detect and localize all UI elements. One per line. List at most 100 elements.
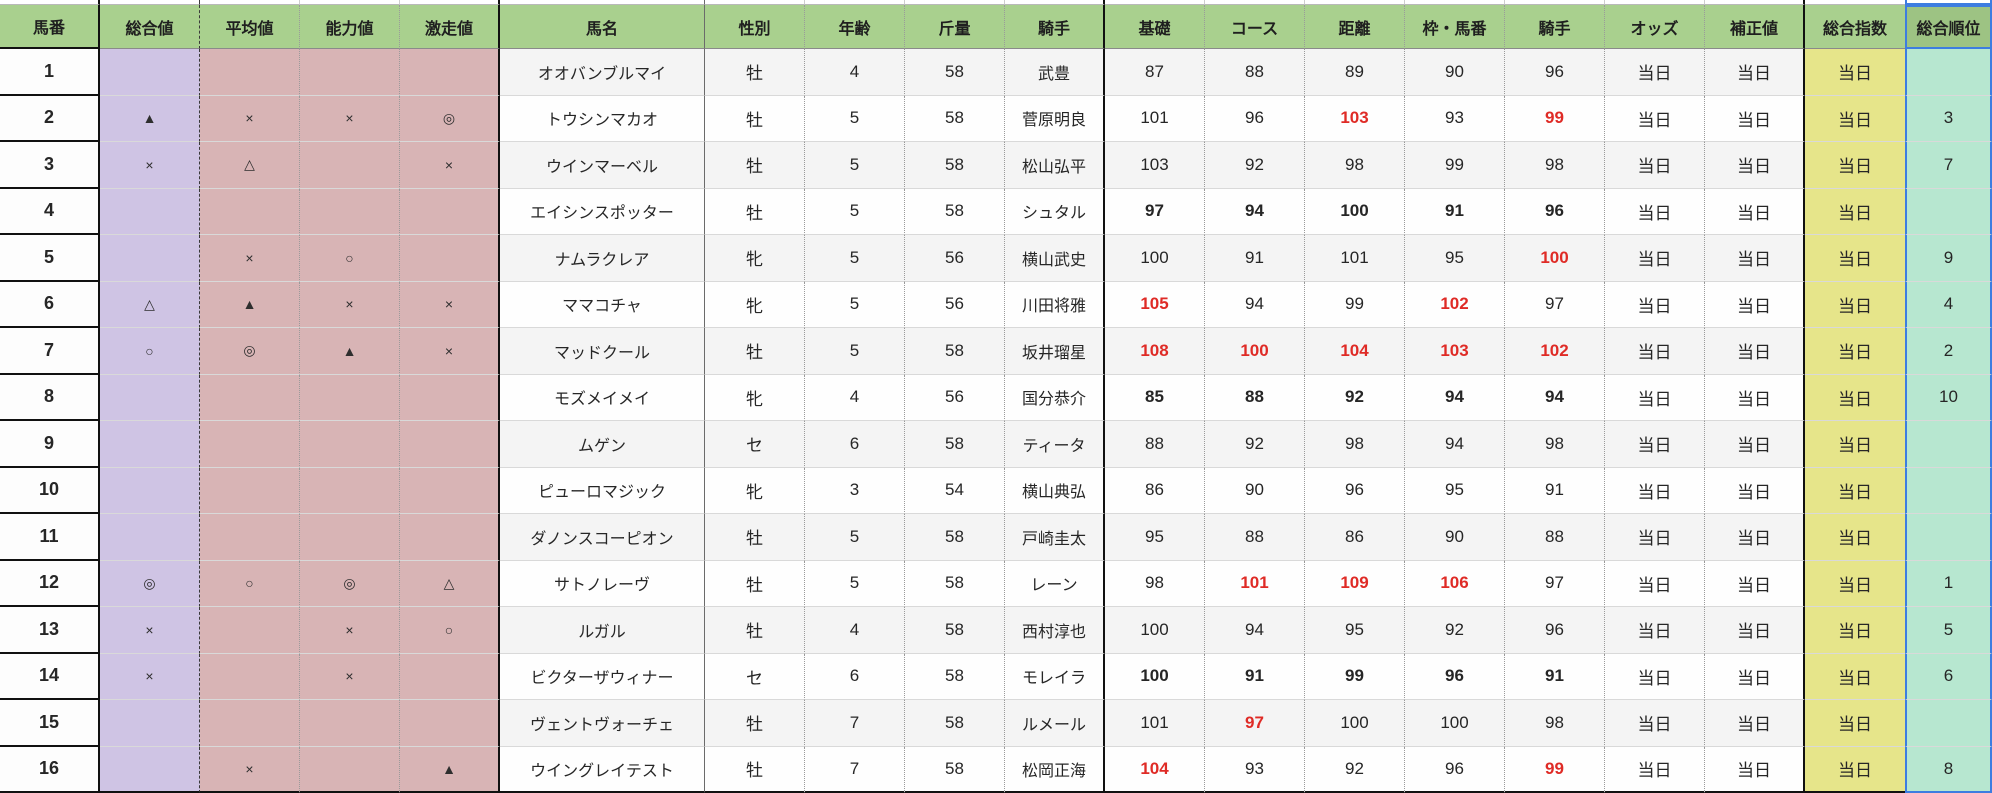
cell-jockey-score[interactable]: 102 — [1505, 328, 1605, 375]
cell-overall-mark[interactable]: ◎ — [100, 560, 200, 607]
cell-frame-score[interactable]: 94 — [1405, 374, 1505, 421]
cell-base-score[interactable]: 86 — [1105, 467, 1205, 514]
cell-sex[interactable]: 牝 — [705, 235, 805, 282]
cell-frame-score[interactable]: 99 — [1405, 142, 1505, 189]
cell-total-rank[interactable]: 9 — [1905, 235, 1992, 282]
cell-sex[interactable]: 牡 — [705, 746, 805, 793]
header-cell-sex[interactable]: 性別 — [705, 5, 805, 49]
header-cell-surge-mark[interactable]: 激走値 — [400, 5, 500, 49]
cell-total-rank[interactable]: 10 — [1905, 374, 1992, 421]
cell-correction[interactable]: 当日 — [1705, 421, 1805, 468]
cell-distance-score[interactable]: 100 — [1305, 700, 1405, 747]
cell-course-score[interactable]: 91 — [1205, 235, 1305, 282]
cell-jockey[interactable]: 松山弘平 — [1005, 142, 1105, 189]
cell-sex[interactable]: 牡 — [705, 560, 805, 607]
cell-ability-mark[interactable] — [300, 421, 400, 468]
cell-age[interactable]: 7 — [805, 700, 905, 747]
cell-age[interactable]: 4 — [805, 607, 905, 654]
cell-frame-score[interactable]: 93 — [1405, 95, 1505, 142]
cell-ability-mark[interactable]: × — [300, 653, 400, 700]
cell-course-score[interactable]: 93 — [1205, 746, 1305, 793]
cell-base-score[interactable]: 88 — [1105, 421, 1205, 468]
cell-base-score[interactable]: 100 — [1105, 653, 1205, 700]
cell-jockey[interactable]: 菅原明良 — [1005, 95, 1105, 142]
cell-base-score[interactable]: 100 — [1105, 235, 1205, 282]
header-cell-horse-number[interactable]: 馬番 — [0, 5, 100, 49]
cell-overall-mark[interactable] — [100, 700, 200, 747]
cell-surge-mark[interactable]: △ — [400, 560, 500, 607]
cell-weight[interactable]: 56 — [905, 374, 1005, 421]
cell-average-mark[interactable] — [200, 467, 300, 514]
cell-base-score[interactable]: 98 — [1105, 560, 1205, 607]
cell-surge-mark[interactable] — [400, 700, 500, 747]
cell-total-rank[interactable]: 7 — [1905, 142, 1992, 189]
cell-weight[interactable]: 58 — [905, 49, 1005, 96]
cell-odds[interactable]: 当日 — [1605, 374, 1705, 421]
cell-jockey[interactable]: 川田将雅 — [1005, 281, 1105, 328]
cell-jockey[interactable]: ティータ — [1005, 421, 1105, 468]
cell-surge-mark[interactable] — [400, 653, 500, 700]
header-cell-jockey[interactable]: 騎手 — [1005, 5, 1105, 49]
cell-distance-score[interactable]: 96 — [1305, 467, 1405, 514]
cell-correction[interactable]: 当日 — [1705, 653, 1805, 700]
cell-surge-mark[interactable] — [400, 514, 500, 561]
cell-horse-number[interactable]: 5 — [0, 235, 100, 282]
cell-average-mark[interactable]: △ — [200, 142, 300, 189]
cell-course-score[interactable]: 88 — [1205, 49, 1305, 96]
cell-weight[interactable]: 58 — [905, 421, 1005, 468]
cell-total-index[interactable]: 当日 — [1805, 188, 1905, 235]
cell-ability-mark[interactable]: × — [300, 95, 400, 142]
cell-distance-score[interactable]: 92 — [1305, 374, 1405, 421]
cell-horse-number[interactable]: 7 — [0, 328, 100, 375]
cell-age[interactable]: 7 — [805, 746, 905, 793]
cell-odds[interactable]: 当日 — [1605, 49, 1705, 96]
cell-average-mark[interactable] — [200, 374, 300, 421]
cell-frame-score[interactable]: 92 — [1405, 607, 1505, 654]
cell-jockey[interactable]: 横山武史 — [1005, 235, 1105, 282]
cell-average-mark[interactable] — [200, 49, 300, 96]
cell-horse-name[interactable]: ヴェントヴォーチェ — [500, 700, 705, 747]
cell-base-score[interactable]: 104 — [1105, 746, 1205, 793]
cell-weight[interactable]: 54 — [905, 467, 1005, 514]
header-cell-odds[interactable]: オッズ — [1605, 5, 1705, 49]
cell-weight[interactable]: 56 — [905, 235, 1005, 282]
cell-frame-score[interactable]: 90 — [1405, 514, 1505, 561]
cell-age[interactable]: 5 — [805, 235, 905, 282]
cell-distance-score[interactable]: 99 — [1305, 281, 1405, 328]
cell-total-index[interactable]: 当日 — [1805, 560, 1905, 607]
cell-total-rank[interactable]: 1 — [1905, 560, 1992, 607]
cell-overall-mark[interactable] — [100, 467, 200, 514]
cell-distance-score[interactable]: 100 — [1305, 188, 1405, 235]
cell-frame-score[interactable]: 90 — [1405, 49, 1505, 96]
cell-jockey-score[interactable]: 100 — [1505, 235, 1605, 282]
cell-jockey-score[interactable]: 96 — [1505, 49, 1605, 96]
cell-total-index[interactable]: 当日 — [1805, 700, 1905, 747]
header-cell-horse-name[interactable]: 馬名 — [500, 5, 705, 49]
cell-surge-mark[interactable]: × — [400, 142, 500, 189]
cell-total-index[interactable]: 当日 — [1805, 746, 1905, 793]
cell-weight[interactable]: 58 — [905, 188, 1005, 235]
cell-correction[interactable]: 当日 — [1705, 746, 1805, 793]
cell-frame-score[interactable]: 91 — [1405, 188, 1505, 235]
cell-sex[interactable]: 牝 — [705, 281, 805, 328]
cell-distance-score[interactable]: 101 — [1305, 235, 1405, 282]
cell-surge-mark[interactable]: × — [400, 328, 500, 375]
cell-jockey[interactable]: 坂井瑠星 — [1005, 328, 1105, 375]
cell-distance-score[interactable]: 95 — [1305, 607, 1405, 654]
cell-surge-mark[interactable] — [400, 467, 500, 514]
cell-odds[interactable]: 当日 — [1605, 95, 1705, 142]
cell-course-score[interactable]: 97 — [1205, 700, 1305, 747]
cell-age[interactable]: 6 — [805, 653, 905, 700]
cell-age[interactable]: 5 — [805, 142, 905, 189]
cell-sex[interactable]: セ — [705, 421, 805, 468]
cell-overall-mark[interactable]: △ — [100, 281, 200, 328]
cell-ability-mark[interactable] — [300, 700, 400, 747]
cell-horse-number[interactable]: 16 — [0, 746, 100, 793]
header-cell-total-rank[interactable]: 総合順位 — [1905, 5, 1992, 49]
cell-total-rank[interactable]: 2 — [1905, 328, 1992, 375]
cell-jockey-score[interactable]: 98 — [1505, 421, 1605, 468]
cell-horse-number[interactable]: 3 — [0, 142, 100, 189]
cell-sex[interactable]: 牡 — [705, 142, 805, 189]
cell-correction[interactable]: 当日 — [1705, 514, 1805, 561]
cell-jockey[interactable]: シュタル — [1005, 188, 1105, 235]
